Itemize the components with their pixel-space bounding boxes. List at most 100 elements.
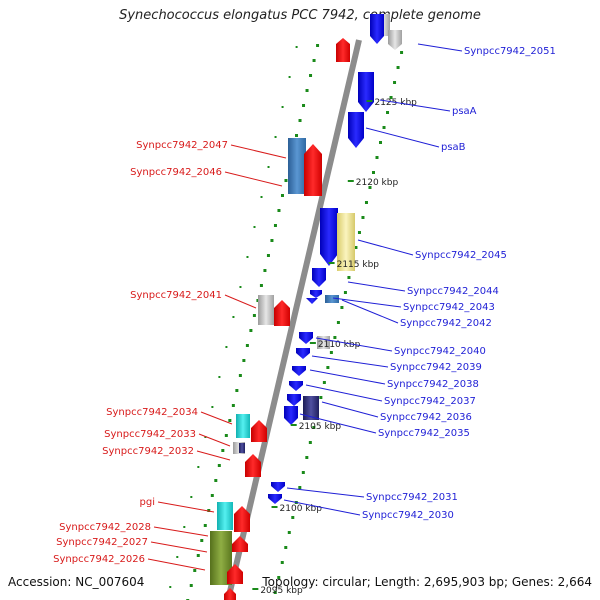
- gene-psaA: [358, 72, 374, 112]
- ring-dot: [312, 426, 316, 429]
- gene-pgi: [217, 502, 233, 530]
- ring-dot: [256, 299, 260, 302]
- reverse-gene-label: Synpcc7942_2047: [136, 140, 228, 151]
- gene-2040: [299, 332, 313, 344]
- forward-gene-label: Synpcc7942_2030: [362, 510, 454, 521]
- ring-dot: [340, 306, 344, 309]
- forward-label-leader: [417, 43, 463, 52]
- ring-dot: [207, 509, 211, 512]
- ring-dot: [400, 51, 404, 54]
- genome-backbone: [225, 39, 362, 600]
- forward-label-leader: [299, 413, 377, 434]
- forward-label-leader: [305, 384, 383, 402]
- reverse-label-leader: [157, 501, 215, 513]
- ring-dot: [298, 119, 302, 122]
- gene-2045-yellow: [337, 213, 355, 271]
- ring-dot: [190, 496, 193, 498]
- forward-gene-label: Synpcc7942_2031: [366, 492, 458, 503]
- ring-dot: [189, 584, 193, 587]
- gene-2031: [271, 482, 285, 492]
- ring-dot: [368, 186, 372, 189]
- forward-gene-label: Synpcc7942_2044: [407, 286, 499, 297]
- reverse-gene-label: Synpcc7942_2033: [104, 429, 196, 440]
- ring-dot: [280, 561, 284, 564]
- ring-dot: [309, 74, 313, 77]
- reverse-label-leader: [200, 411, 233, 425]
- reverse-genes: [210, 38, 350, 600]
- ring-dot: [382, 126, 386, 129]
- ring-dot: [183, 526, 186, 528]
- topology-text: Topology: circular; Length: 2,695,903 bp…: [262, 575, 592, 589]
- ring-dot: [260, 196, 263, 198]
- ring-dot: [291, 516, 295, 519]
- gene-2048: [336, 38, 350, 62]
- ring-dot: [287, 531, 291, 534]
- forward-label-leader: [357, 239, 414, 256]
- map-title: Synechococcus elongatus PCC 7942, comple…: [119, 8, 481, 23]
- ring-dot: [273, 591, 277, 594]
- gene-2036-navy: [303, 396, 319, 420]
- scale-tick-label: 2100 kbp: [280, 504, 323, 514]
- ring-dot: [263, 269, 267, 272]
- ring-dot: [312, 59, 316, 62]
- reverse-gene-label: Synpcc7942_2026: [53, 554, 145, 565]
- ring-dot: [305, 456, 309, 459]
- reverse-gene-label: pgi: [140, 497, 155, 508]
- ring-dot: [204, 436, 207, 438]
- gene-2052-blue: [370, 14, 384, 44]
- gene-2034b: [251, 420, 267, 442]
- ring-dot: [239, 286, 242, 288]
- reverse-label-leader: [153, 526, 209, 537]
- forward-gene-label: Synpcc7942_2040: [394, 346, 486, 357]
- gene-2027b: [232, 536, 248, 552]
- gene-2033b: [239, 443, 245, 453]
- ring-dot: [193, 569, 197, 572]
- ring-dot: [326, 366, 330, 369]
- ring-dot: [379, 141, 383, 144]
- forward-gene-label: Synpcc7942_2035: [378, 428, 470, 439]
- ring-dot: [364, 201, 368, 204]
- ring-dot: [319, 396, 323, 399]
- ring-dot: [298, 486, 302, 489]
- ring-dot: [259, 284, 263, 287]
- ring-dot: [200, 539, 204, 542]
- ring-dot: [357, 231, 361, 234]
- ring-dot: [305, 89, 309, 92]
- scale-ticks: 2125 kbp 2120 kbp 2115 kbp 2110 kbp 2105 kbp…: [252, 98, 417, 596]
- ring-dot: [267, 166, 270, 168]
- gene-2041: [258, 295, 274, 325]
- ring-dot: [371, 171, 375, 174]
- forward-label-leader: [347, 281, 406, 292]
- ring-dot: [238, 374, 242, 377]
- ring-dot: [277, 576, 281, 579]
- reverse-gene-labels: Synpcc7942_2047 Synpcc7942_2046 Synpcc7942…: [53, 140, 287, 571]
- gene-2045: [320, 208, 338, 266]
- forward-gene-label: Synpcc7942_2042: [400, 318, 492, 329]
- ring-dot: [224, 434, 228, 437]
- scale-tick-label: 2105 kbp: [299, 422, 342, 432]
- forward-label-leader: [286, 487, 365, 498]
- gene-2037: [289, 381, 303, 391]
- gene-2032: [245, 454, 261, 477]
- reverse-label-leader: [150, 541, 208, 553]
- ring-dot: [308, 441, 312, 444]
- reverse-gene-label: Synpcc7942_2034: [106, 407, 198, 418]
- gene-2036: [287, 394, 301, 406]
- ring-dot: [329, 351, 333, 354]
- forward-label-leader: [309, 369, 386, 385]
- ring-dot: [203, 524, 207, 527]
- ring-dot: [284, 546, 288, 549]
- ring-dot: [284, 179, 288, 182]
- ring-dot: [280, 194, 284, 197]
- gene-2038: [292, 366, 306, 376]
- gene-2026: [227, 564, 243, 584]
- ring-dot: [253, 226, 256, 228]
- ring-dot: [218, 376, 221, 378]
- reverse-gene-label: Synpcc7942_2041: [130, 290, 222, 301]
- ring-dot: [347, 276, 351, 279]
- ring-dot: [333, 336, 337, 339]
- gene-2041b: [274, 300, 290, 326]
- ring-dot: [225, 346, 228, 348]
- forward-gene-label: psaB: [441, 142, 466, 153]
- ring-dot: [396, 66, 400, 69]
